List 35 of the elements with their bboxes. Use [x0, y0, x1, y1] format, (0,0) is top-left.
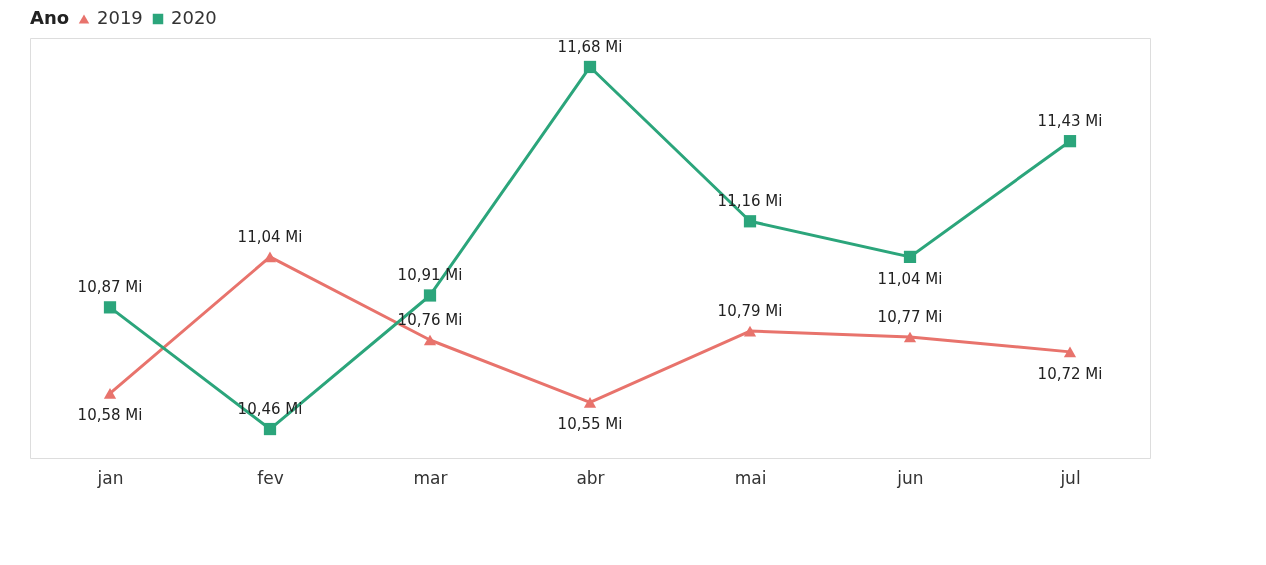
data-label: 10,91 Mi [397, 266, 463, 285]
point [1063, 346, 1077, 358]
data-label: 10,77 Mi [877, 308, 943, 327]
data-label: 10,87 Mi [77, 278, 143, 297]
data-label: 11,43 Mi [1037, 112, 1103, 131]
data-label: 10,72 Mi [1037, 364, 1103, 383]
x-tick-label: jan [96, 467, 124, 488]
x-tick-label: jul [1059, 467, 1081, 488]
point [103, 301, 117, 314]
x-tick-label: fev [257, 467, 284, 488]
data-label: 10,55 Mi [557, 415, 623, 434]
point [743, 215, 757, 228]
point [1063, 135, 1077, 148]
data-label: 10,58 Mi [77, 406, 143, 425]
point [103, 388, 117, 399]
x-tick-label: mai [734, 467, 767, 488]
x-tick-label: jun [896, 467, 924, 488]
x-tick-label: mar [413, 467, 448, 488]
point [743, 325, 757, 337]
data-label: 11,68 Mi [557, 37, 623, 56]
point [263, 422, 277, 436]
point [423, 289, 437, 302]
point [423, 334, 437, 346]
data-label: 11,04 Mi [237, 227, 303, 246]
point [583, 60, 597, 74]
point [903, 250, 917, 264]
data-label: 11,04 Mi [877, 269, 943, 288]
legend-label: 2020 [171, 7, 217, 28]
point [903, 331, 917, 343]
point [583, 397, 597, 408]
legend-label: 2019 [97, 7, 143, 28]
data-label: 10,79 Mi [717, 302, 783, 321]
legend-title: Ano [30, 7, 70, 28]
x-tick-label: abr [576, 467, 605, 488]
point [263, 251, 277, 263]
